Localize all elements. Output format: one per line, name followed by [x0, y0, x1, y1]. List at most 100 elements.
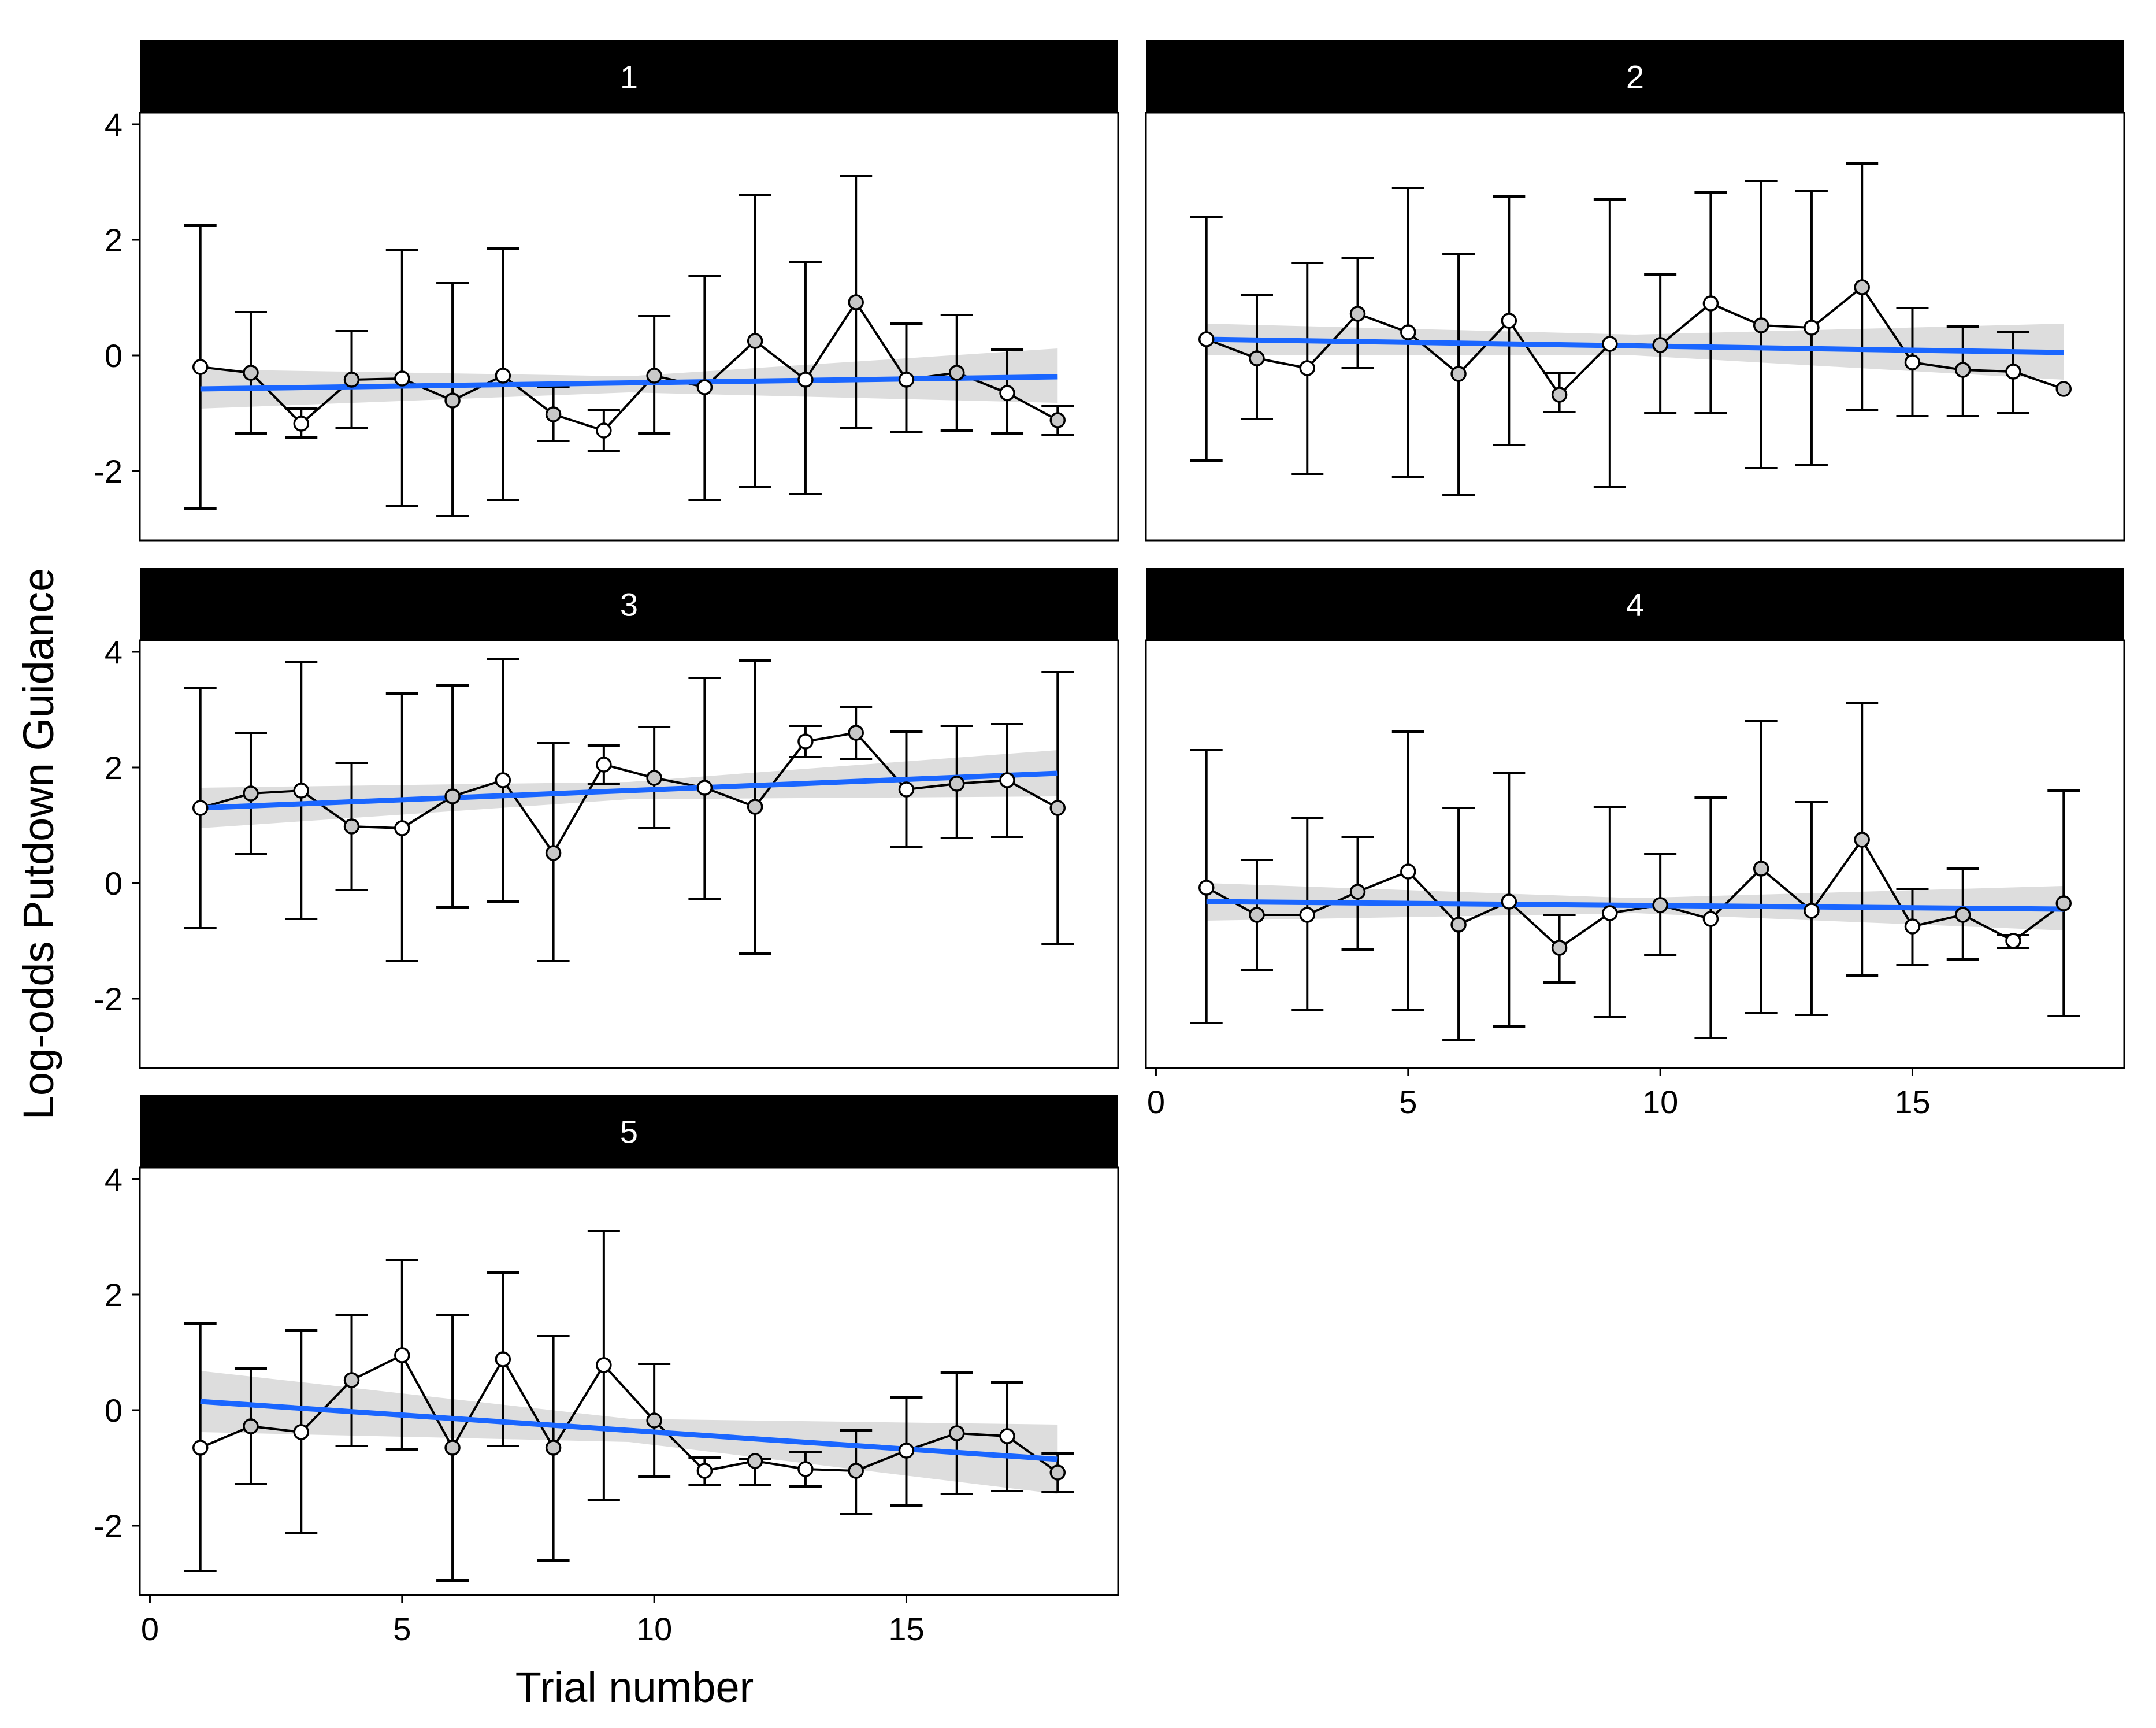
facet-strip-label: 1 — [620, 59, 638, 95]
data-point — [898, 781, 915, 798]
data-point — [1602, 905, 1618, 921]
x-tick-label: 0 — [141, 1611, 159, 1647]
facet-strip — [1146, 40, 2124, 113]
facet-strip-label: 2 — [1626, 59, 1644, 95]
x-axis-title: Trial number — [515, 1663, 754, 1711]
data-point — [1501, 313, 1517, 329]
data-point — [1049, 800, 1066, 816]
data-point — [343, 1372, 360, 1388]
data-point — [243, 365, 259, 381]
data-point — [1753, 317, 1769, 333]
data-point — [243, 1418, 259, 1434]
data-point — [1753, 861, 1769, 877]
x-tick-label: 15 — [888, 1611, 924, 1647]
data-point — [1804, 903, 1820, 919]
y-tick-label: -2 — [94, 1508, 123, 1544]
data-point — [848, 725, 864, 741]
plot-panel — [139, 112, 1119, 542]
data-point — [192, 1440, 209, 1456]
data-point — [646, 1412, 662, 1429]
facet-strip — [1146, 568, 2124, 640]
data-point — [394, 370, 410, 387]
data-point — [1954, 907, 1971, 923]
data-point — [646, 368, 662, 384]
data-point — [1450, 917, 1467, 933]
trend-line — [1206, 336, 2064, 355]
y-tick-label: -2 — [94, 981, 123, 1017]
y-tick-label: 2 — [105, 750, 123, 786]
data-point — [1349, 884, 1366, 900]
y-tick-label: 4 — [105, 106, 123, 143]
data-point — [1954, 362, 1971, 378]
facet-strip-label: 4 — [1626, 587, 1644, 623]
series-line — [200, 731, 1059, 855]
facet-panels: 1 -2 0 2 4 2 3 -2 0 2 4 4 0 5 10 15 5 -2 0 2 4 0 5 10 15 — [94, 40, 2125, 1647]
facet-panel-1: 1 -2 0 2 4 — [94, 40, 1119, 542]
confidence-band — [200, 348, 1058, 409]
data-point — [797, 1461, 814, 1477]
data-point — [948, 365, 965, 381]
data-point — [1854, 832, 1870, 848]
series-line — [1205, 837, 2065, 950]
y-tick-label: 2 — [105, 1277, 123, 1313]
data-point — [1349, 306, 1366, 322]
data-point — [495, 772, 511, 788]
data-point — [293, 783, 310, 799]
plot-panel — [139, 1166, 1119, 1596]
data-point — [444, 788, 461, 804]
data-point — [1400, 324, 1416, 340]
y-tick-label: 0 — [105, 865, 123, 902]
y-tick-label: 4 — [105, 1161, 123, 1197]
data-point — [848, 294, 864, 310]
x-tick-label: 0 — [1147, 1084, 1165, 1120]
data-point — [545, 406, 562, 422]
data-point — [545, 845, 562, 861]
x-tick-label: 15 — [1894, 1084, 1930, 1120]
plot-panel — [1145, 639, 2125, 1069]
confidence-band — [1206, 324, 2064, 380]
data-point — [2055, 895, 2072, 911]
x-tick-label: 10 — [636, 1611, 672, 1647]
data-point — [293, 416, 310, 432]
data-point — [192, 800, 209, 816]
data-point — [747, 333, 763, 349]
data-point — [1702, 911, 1719, 927]
data-point — [495, 368, 511, 384]
data-point — [1652, 897, 1668, 913]
data-point — [1551, 387, 1568, 403]
y-tick-label: 4 — [105, 634, 123, 670]
data-point — [1602, 336, 1618, 352]
data-point — [898, 372, 915, 388]
data-point — [1551, 940, 1568, 956]
data-point — [343, 818, 360, 835]
data-point — [1450, 366, 1467, 382]
x-tick-label: 10 — [1642, 1084, 1678, 1120]
data-point — [596, 1357, 612, 1373]
data-point — [596, 422, 612, 439]
data-point — [948, 776, 965, 792]
trend-line — [200, 1399, 1058, 1462]
data-point — [797, 372, 814, 388]
data-point — [1299, 360, 1316, 376]
data-point — [848, 1463, 864, 1479]
trend-line — [200, 770, 1058, 811]
facet-panel-2: 2 — [1145, 40, 2125, 542]
data-point — [2055, 381, 2072, 397]
data-point — [1501, 893, 1517, 910]
data-point — [1049, 412, 1066, 428]
data-point — [1249, 907, 1265, 923]
data-point — [2005, 364, 2021, 380]
data-point — [696, 1463, 713, 1479]
data-point — [444, 1440, 461, 1456]
data-point — [696, 379, 713, 395]
data-point — [747, 1453, 763, 1469]
data-point — [1299, 907, 1316, 923]
data-point — [1904, 918, 1921, 935]
data-point — [1400, 863, 1416, 880]
data-point — [343, 372, 360, 388]
y-axis-title: Log-odds Putdown Guidance — [14, 568, 62, 1119]
data-point — [999, 1428, 1015, 1444]
data-point — [243, 785, 259, 802]
data-point — [1198, 331, 1215, 347]
